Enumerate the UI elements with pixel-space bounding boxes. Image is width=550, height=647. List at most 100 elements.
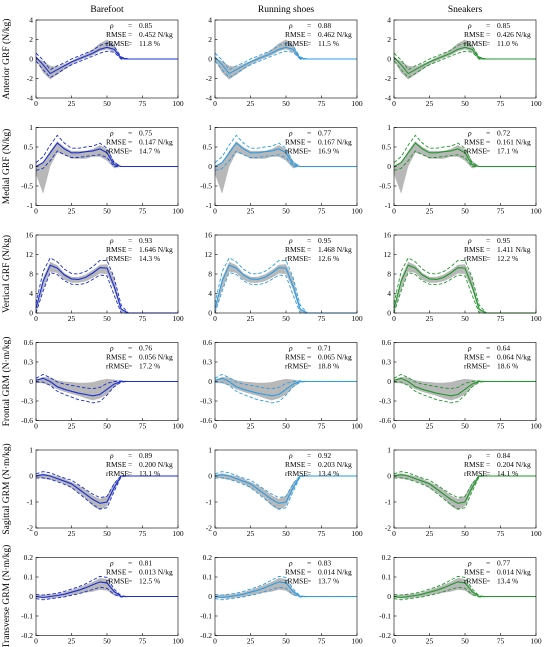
y-tick-label: -0.3	[21, 397, 33, 406]
reference-sd-band	[215, 261, 357, 313]
predicted-upper-sd-line	[35, 134, 178, 167]
equals-sign: =	[486, 236, 490, 245]
reference-sd-band	[36, 261, 178, 313]
x-tick-label: 0	[392, 314, 396, 323]
subplot: 0 25 50 75 100 -0.6 -0.3 0 0.3 0.6 ρ = 0.64 RMSE = 0.06…	[379, 338, 542, 430]
x-tick-label: 50	[282, 99, 290, 108]
rmse-value: 0.204 N/kg	[497, 460, 531, 469]
equals-sign: =	[486, 147, 490, 156]
column-title: Sneakers	[448, 5, 483, 15]
y-tick-label: 4	[208, 16, 212, 25]
equals-sign: =	[486, 568, 490, 577]
rho-symbol: ρ	[288, 21, 293, 30]
predicted-mean-line	[214, 581, 357, 599]
rho-symbol: ρ	[109, 21, 114, 30]
x-tick-label: 25	[426, 529, 434, 538]
y-tick-label: 0	[29, 377, 33, 386]
y-axis-label: Frontal GRM (N·m/kg)	[1, 337, 12, 427]
x-tick-label: 75	[139, 314, 147, 323]
rmse-value: 0.161 N/kg	[497, 138, 531, 147]
x-tick-label: 75	[497, 99, 505, 108]
y-tick-label: -0.1	[21, 612, 33, 621]
rho-value: 0.93	[139, 236, 152, 245]
y-tick-label: 4	[387, 289, 391, 298]
x-tick-label: 75	[497, 637, 505, 646]
y-tick-label: 0	[387, 55, 391, 64]
rmse-label: RMSE	[285, 138, 306, 147]
equals-sign: =	[307, 568, 311, 577]
rrmse-label: rRMSE	[464, 577, 487, 586]
predicted-lower-sd-line	[215, 381, 357, 404]
y-tick-label: 0	[208, 309, 212, 318]
x-tick-label: 0	[34, 529, 38, 538]
rrmse-label: rRMSE	[285, 577, 308, 586]
predicted-lower-sd-line	[35, 271, 178, 314]
equals-sign: =	[486, 138, 490, 147]
rmse-label: RMSE	[106, 460, 127, 469]
rrmse-label: rRMSE	[285, 254, 308, 263]
subplot: 0 25 50 75 100 -4 -2 0 2 4 ρ = 0.88 RMSE = 0.462 N/kg rR…	[206, 16, 363, 108]
x-tick-label: 25	[426, 314, 434, 323]
x-tick-label: 100	[172, 637, 184, 646]
y-tick-label: -1	[206, 201, 212, 210]
y-tick-label: 0.3	[382, 358, 392, 367]
rrmse-label: rRMSE	[285, 147, 308, 156]
subplot: 0 25 50 75 100 0 4 8 12 16 ρ = 0.93 RMSE = 1.646 N/kg rR…	[26, 231, 184, 323]
y-tick-label: -2	[27, 524, 33, 533]
x-tick-label: 25	[247, 529, 255, 538]
x-tick-label: 0	[392, 637, 396, 646]
y-tick-label: -0.6	[200, 416, 212, 425]
equals-sign: =	[486, 30, 490, 39]
equals-sign: =	[486, 460, 490, 469]
x-tick-label: 100	[172, 314, 184, 323]
y-tick-label: 0	[387, 162, 391, 171]
equals-sign: =	[486, 559, 490, 568]
x-tick-label: 50	[461, 99, 469, 108]
equals-sign: =	[307, 39, 311, 48]
equals-sign: =	[486, 39, 490, 48]
subplot: 0 25 50 75 100 -1 -0.5 0 0.5 1 ρ = 0.77 RMSE = 0.167 N/…	[200, 123, 363, 215]
y-tick-label: -0.6	[379, 416, 391, 425]
equals-sign: =	[486, 254, 490, 263]
rmse-label: RMSE	[106, 138, 127, 147]
predicted-lower-sd-line	[393, 271, 536, 314]
equals-sign: =	[307, 245, 311, 254]
y-tick-label: -2	[385, 74, 391, 83]
x-tick-label: 25	[426, 99, 434, 108]
rrmse-value: 11.8 %	[139, 39, 160, 48]
rrmse-value: 13.4 %	[318, 469, 339, 478]
rho-value: 0.72	[497, 129, 510, 138]
x-tick-label: 0	[34, 422, 38, 431]
x-tick-label: 100	[530, 637, 542, 646]
x-tick-label: 0	[34, 207, 38, 216]
rho-value: 0.85	[497, 21, 510, 30]
y-tick-label: 0	[387, 377, 391, 386]
equals-sign: =	[128, 353, 132, 362]
predicted-lower-sd-line	[214, 586, 357, 601]
reference-sd-band	[394, 473, 536, 511]
rho-value: 0.88	[318, 21, 331, 30]
rho-value: 0.89	[139, 451, 152, 460]
equals-sign: =	[486, 577, 490, 586]
predicted-mean-line	[393, 142, 536, 168]
x-tick-label: 0	[34, 99, 38, 108]
rho-value: 0.71	[318, 344, 331, 353]
rrmse-value: 18.8 %	[318, 362, 339, 371]
y-tick-label: -4	[385, 94, 391, 103]
y-tick-label: 8	[387, 270, 391, 279]
y-tick-label: -0.5	[21, 182, 33, 191]
rrmse-value: 12.2 %	[497, 254, 518, 263]
y-tick-label: 12	[26, 250, 34, 259]
rho-value: 0.81	[139, 559, 152, 568]
y-tick-label: 0.5	[203, 143, 213, 152]
rrmse-value: 14.1 %	[497, 469, 518, 478]
y-tick-label: 0.6	[203, 338, 213, 347]
rrmse-value: 12.6 %	[318, 254, 339, 263]
y-tick-label: -1	[206, 498, 212, 507]
equals-sign: =	[307, 138, 311, 147]
rrmse-label: rRMSE	[285, 362, 308, 371]
predicted-upper-sd-line	[393, 575, 536, 597]
x-tick-label: 50	[461, 637, 469, 646]
x-tick-label: 50	[282, 637, 290, 646]
rrmse-label: rRMSE	[464, 469, 487, 478]
